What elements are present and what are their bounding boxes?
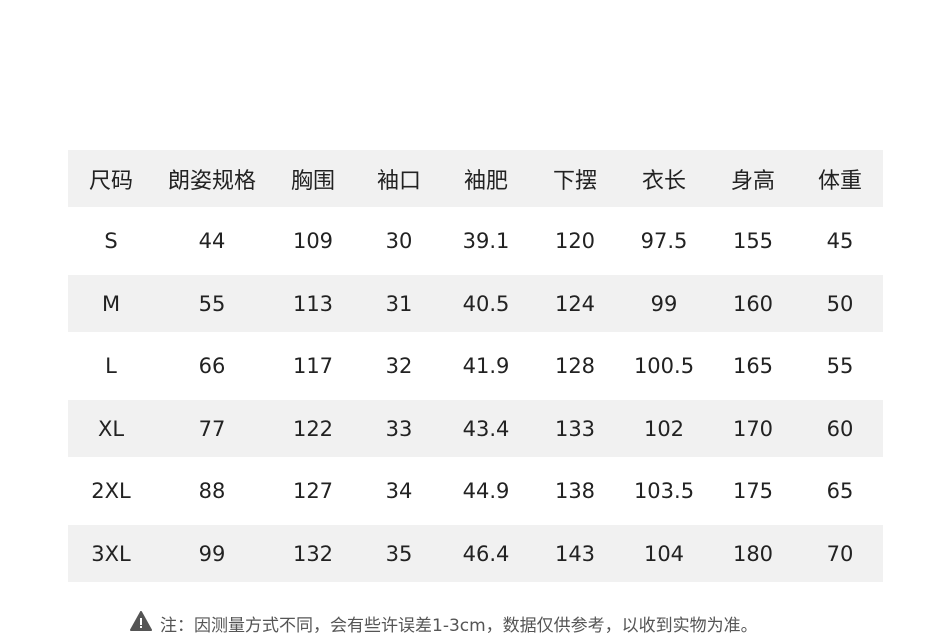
table-cell: 175	[732, 479, 774, 503]
table-cell: L	[105, 354, 117, 378]
table-cell: 155	[732, 229, 774, 253]
column-header: 袖口	[376, 168, 421, 194]
column-header: 胸围	[290, 168, 335, 194]
table-cell: 165	[732, 354, 774, 378]
table-cell: 138	[554, 479, 596, 503]
table-cell: 122	[292, 416, 334, 441]
table-cell: 88	[198, 479, 226, 503]
table-cell: 109	[292, 229, 334, 253]
table-cell: 55	[826, 354, 854, 378]
table-cell: 70	[826, 541, 854, 566]
table-cell: 132	[292, 541, 334, 566]
table-cell: 34	[385, 479, 413, 503]
table-cell: 99	[650, 291, 678, 316]
table-cell: 30	[385, 229, 413, 253]
table-cell: 55	[198, 291, 226, 316]
table-cell: S	[104, 229, 118, 253]
table-cell: 128	[554, 354, 596, 378]
table-row: 2XL 88 127 34 44.9 138 103.5 175 65	[68, 457, 883, 525]
table-cell: 77	[198, 416, 226, 441]
table-cell: 180	[732, 541, 774, 566]
table-cell: 133	[554, 416, 596, 441]
table-cell: 33	[385, 416, 413, 441]
table-cell: 170	[732, 416, 774, 441]
table-cell: 127	[292, 479, 334, 503]
table-cell: 65	[826, 479, 854, 503]
table-cell: 124	[554, 291, 596, 316]
measurement-note: 注：因测量方式不同，会有些许误差1-3cm，数据仅供参考，以收到实物为准。	[130, 611, 758, 636]
table-cell: 103.5	[633, 479, 695, 503]
column-header: 袖肥	[463, 168, 508, 194]
table-cell: 113	[292, 291, 334, 316]
table-cell: 39.1	[462, 229, 510, 253]
table-cell: 66	[198, 354, 226, 378]
table-cell: 2XL	[91, 479, 131, 503]
column-header: 体重	[817, 168, 862, 194]
table-cell: 97.5	[640, 229, 688, 253]
header-row: 尺码 朗姿规格 胸围 袖口 袖肥 下摆 衣长 身高 体重	[68, 150, 883, 207]
table-cell: XL	[97, 416, 125, 441]
warning-icon	[130, 611, 152, 636]
table-cell: 45	[826, 229, 854, 253]
table-cell: 104	[643, 541, 685, 566]
table-cell: 99	[198, 541, 226, 566]
table-cell: M	[101, 291, 121, 316]
size-chart-table: 尺码 朗姿规格 胸围 袖口 袖肥 下摆 衣长 身高 体重 S 44 109 30 39.1 120 97.5 1…	[68, 150, 883, 582]
note-text: 注：因测量方式不同，会有些许误差1-3cm，数据仅供参考，以收到实物为准。	[160, 616, 758, 636]
table-cell: 31	[385, 291, 413, 316]
table-cell: 35	[385, 541, 413, 566]
table-cell: 120	[554, 229, 596, 253]
column-header: 身高	[730, 168, 775, 194]
table-cell: 44.9	[462, 479, 510, 503]
table-cell: 50	[826, 291, 854, 316]
table-cell: 3XL	[91, 541, 131, 566]
column-header: 衣长	[641, 168, 686, 194]
table-cell: 41.9	[462, 354, 510, 378]
table-cell: 60	[826, 416, 854, 441]
table-cell: 100.5	[633, 354, 695, 378]
column-header: 下摆	[552, 168, 597, 194]
table-cell: 44	[198, 229, 226, 253]
table-cell: 117	[292, 354, 334, 378]
table-row: S 44 109 30 39.1 120 97.5 155 45	[68, 207, 883, 275]
column-header: 朗姿规格	[167, 168, 256, 194]
column-header: 尺码	[88, 168, 133, 194]
table-row: M 55 113 31 40.5 124 99 160 50	[68, 275, 883, 332]
table-cell: 32	[385, 354, 413, 378]
table-cell: 143	[554, 541, 596, 566]
table-row: 3XL 99 132 35 46.4 143 104 180 70	[68, 525, 883, 582]
table-row: XL 77 122 33 43.4 133 102 170 60	[68, 400, 883, 457]
table-cell: 46.4	[462, 541, 510, 566]
table-cell: 102	[643, 416, 685, 441]
table-cell: 40.5	[462, 291, 510, 316]
table-cell: 43.4	[462, 416, 510, 441]
table-row: L 66 117 32 41.9 128 100.5 165 55	[68, 332, 883, 400]
table-cell: 160	[732, 291, 774, 316]
